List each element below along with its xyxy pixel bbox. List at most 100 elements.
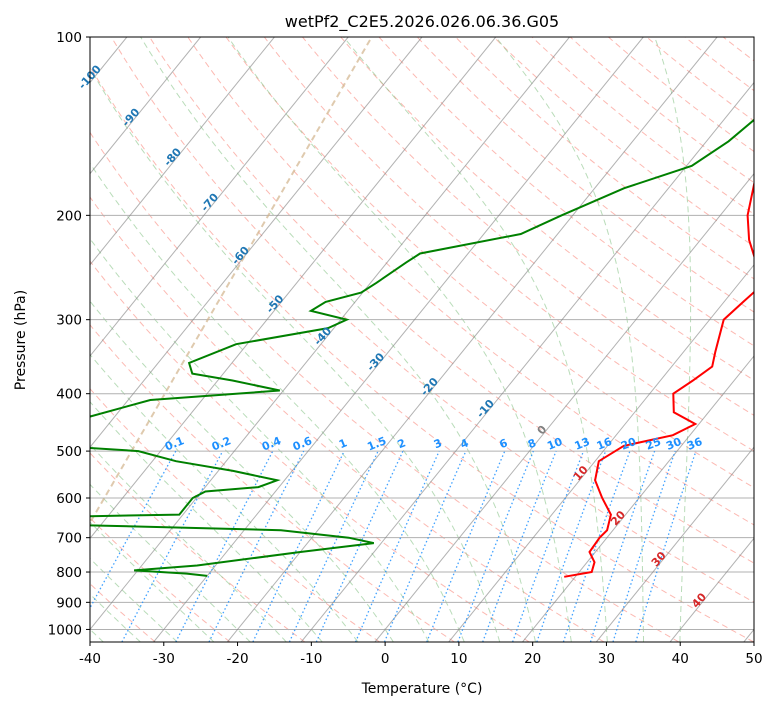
mixing-ratio-line [457, 450, 534, 642]
dry-adiabat-line [569, 37, 754, 184]
isotherm-gridline [595, 446, 754, 642]
mixing-ratio-label: 25 [644, 435, 663, 453]
y-tick-label: 1000 [48, 622, 82, 638]
dry-adiabat-line [110, 37, 754, 603]
isotherm-label: -30 [364, 350, 387, 374]
mixing-ratio-label: 2 [396, 436, 408, 451]
mixing-ratio-label: 4 [459, 436, 471, 451]
mixing-ratio-line [536, 450, 607, 642]
mixing-ratio-line [383, 450, 467, 642]
mixing-ratio-label: 13 [573, 435, 592, 453]
mixing-ratio-line [90, 450, 177, 610]
isotherm-label: -20 [418, 375, 441, 399]
isotherm-gridline [153, 37, 644, 642]
mixing-ratio-line [355, 450, 440, 642]
x-tick-label: 30 [598, 651, 615, 667]
axis-tick-layer: -40 -30 -20 -10 0 10 20 30 40 5010020030040050060… [48, 30, 763, 667]
moist-adiabat-line [90, 237, 430, 642]
moist-adiabat-line [495, 37, 644, 642]
isotherm-gridline [227, 37, 718, 642]
moist-adiabat-line [90, 401, 323, 642]
y-axis-label: Pressure (hPa) [13, 290, 29, 390]
moist-adiabat-line [90, 67, 501, 642]
chart-grid-layer [0, 37, 775, 642]
dry-adiabat-line [416, 37, 754, 313]
dry-adiabat-line [722, 37, 754, 62]
isotherm-gridline [90, 37, 423, 448]
dry-adiabat-line [761, 37, 775, 642]
y-tick-label: 400 [56, 387, 82, 403]
isotherm-label: -50 [264, 292, 287, 316]
moist-adiabat-line [90, 593, 141, 642]
isotherm-gridline [90, 37, 202, 175]
dry-adiabat-line [187, 37, 754, 526]
dry-adiabat-line [90, 260, 530, 642]
isotherm-label: -80 [161, 145, 184, 169]
isotherm-label: -70 [198, 191, 221, 215]
x-tick-label: -20 [227, 651, 249, 667]
mixing-ratio-line [635, 450, 697, 642]
y-tick-label: 700 [56, 531, 82, 547]
dry-adiabat-line [90, 452, 306, 642]
mixing-ratio-line [562, 450, 631, 642]
y-tick-label: 100 [56, 30, 82, 46]
mixing-ratio-label: 20 [619, 435, 638, 453]
isotherm-gridline [90, 37, 349, 357]
x-tick-label: 50 [745, 651, 762, 667]
x-tick-label: 40 [672, 651, 689, 667]
x-axis-label: Temperature (°C) [361, 681, 483, 697]
isotherm-label: 10 [571, 463, 591, 483]
moist-adiabat-line [90, 353, 359, 642]
isotherm-gridline [669, 537, 754, 642]
x-tick-label: -30 [153, 651, 175, 667]
x-tick-label: 10 [450, 651, 467, 667]
isotherm-gridline [90, 37, 570, 631]
dry-adiabat-line [608, 37, 754, 153]
mixing-ratio-line [208, 450, 305, 642]
y-tick-label: 500 [56, 444, 82, 460]
x-tick-label: -10 [300, 651, 322, 667]
dry-adiabat-line [0, 37, 6, 642]
moist-adiabat-line [90, 483, 251, 642]
y-tick-label: 200 [56, 208, 82, 224]
x-tick-label: 0 [381, 651, 390, 667]
mixing-ratio-line [288, 450, 379, 642]
y-tick-label: 600 [56, 491, 82, 507]
dry-adiabat-line [340, 37, 754, 381]
moist-adiabat-line [140, 37, 536, 642]
moist-adiabat-line [90, 162, 465, 642]
isotherm-gridline [300, 81, 754, 642]
isotherm-gridline [90, 37, 275, 266]
mixing-ratio-label: 3 [432, 436, 444, 451]
isotherm-label: -40 [311, 324, 334, 348]
y-tick-label: 300 [56, 313, 82, 329]
lcl-curve-line [90, 37, 373, 525]
dry-adiabat-line [302, 37, 754, 416]
mixing-ratio-line [426, 450, 506, 642]
y-tick-label: 900 [56, 595, 82, 611]
isotherm-gridline [448, 264, 754, 642]
mixing-ratio-label: 36 [685, 435, 704, 453]
mixing-ratio-label: 1 [337, 436, 349, 451]
dry-adiabat-line [90, 196, 605, 642]
dry-adiabat-line [90, 131, 680, 642]
chart-title: wetPf2_C2E5.2026.026.06.36.G05 [285, 12, 559, 32]
isotherm-label: -10 [474, 397, 497, 421]
y-tick-label: 800 [56, 565, 82, 581]
isotherm-gridline [90, 37, 497, 540]
mixing-ratio-line [589, 450, 656, 642]
mixing-ratio-label: 8 [526, 436, 538, 451]
chart-series-layer [90, 118, 754, 578]
moist-adiabat-line [90, 521, 215, 642]
mixing-ratio-line [315, 450, 404, 642]
x-tick-label: -40 [79, 651, 101, 667]
plot-frame [89, 36, 755, 643]
mixing-ratio-label: 6 [497, 436, 509, 451]
moist-adiabat-line [227, 37, 572, 642]
isotherm-label: 0 [535, 423, 550, 438]
dry-adiabat-line [149, 37, 754, 564]
dewpoint-profile-line [90, 118, 754, 577]
moist-adiabat-line [90, 557, 178, 642]
moist-adiabat-line [90, 300, 394, 642]
